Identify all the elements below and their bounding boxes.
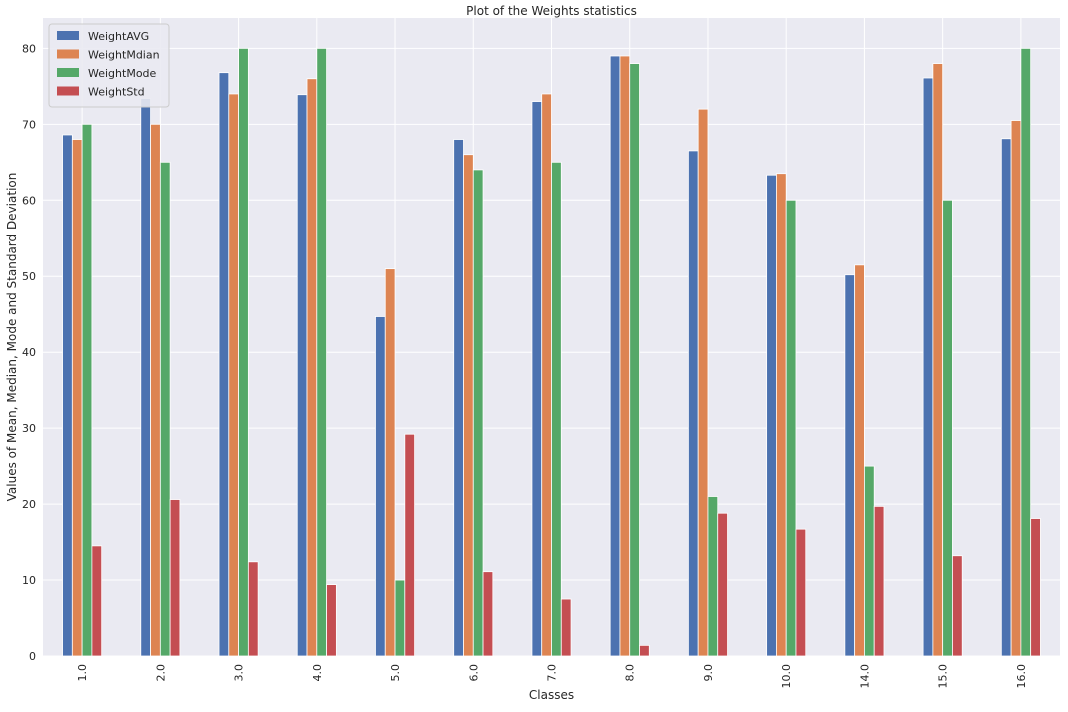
bar-weightmdian-9-0: [697, 108, 709, 657]
bar-weightmdian-14-0: [854, 264, 865, 657]
legend: WeightAVG WeightMdian WeightMode WeightStd: [48, 23, 170, 108]
legend-label: WeightAVG: [88, 30, 149, 43]
bar-weightavg-15-0: [922, 77, 934, 657]
bar-weightstd-16-0: [1030, 518, 1041, 657]
bar-weightavg-3-0: [218, 72, 230, 657]
bar-weightstd-14-0: [873, 505, 885, 657]
bar-weightstd-4-0: [326, 584, 337, 657]
x-tick-label: 2.0: [154, 664, 167, 682]
bar-weightmode-14-0: [864, 465, 875, 657]
x-tick-label: 6.0: [467, 664, 480, 682]
bar-weightmdian-15-0: [932, 63, 944, 657]
bar-weightmdian-4-0: [306, 78, 318, 657]
bar-weightavg-1-0: [62, 134, 73, 657]
bar-weightstd-3-0: [247, 561, 259, 657]
bar-weightavg-2-0: [140, 98, 151, 657]
y-tick-label: 40: [22, 346, 36, 359]
bar-weightstd-6-0: [482, 571, 494, 657]
bar-weightmode-9-0: [707, 496, 719, 657]
bar-weightavg-14-0: [844, 274, 856, 657]
bars: [62, 47, 1041, 657]
bar-weightavg-5-0: [375, 316, 386, 657]
bar-weightmode-4-0: [316, 47, 327, 657]
bar-weightmdian-5-0: [384, 268, 396, 657]
bar-weightmdian-10-0: [776, 173, 787, 657]
legend-label: WeightStd: [88, 86, 145, 99]
bar-weightmdian-16-0: [1010, 120, 1022, 657]
y-tick-label: 60: [22, 194, 36, 207]
bar-weightavg-6-0: [453, 139, 464, 657]
bar-weightstd-1-0: [91, 545, 103, 657]
legend-swatch: [57, 49, 79, 59]
x-axis-label: Classes: [529, 688, 574, 702]
x-tick-label: 5.0: [389, 664, 402, 682]
bar-weightavg-4-0: [296, 94, 308, 657]
legend-label: WeightMdian: [88, 49, 160, 62]
bar-weightstd-2-0: [169, 499, 181, 657]
bar-weightmode-6-0: [472, 169, 484, 657]
y-tick-label: 80: [22, 42, 36, 55]
bar-weightstd-8-0: [639, 644, 650, 657]
y-tick-label: 70: [22, 118, 36, 131]
y-tick-label: 50: [22, 270, 36, 283]
x-tick-label: 3.0: [233, 664, 246, 682]
bar-weightmode-7-0: [551, 161, 562, 657]
bar-weightmode-1-0: [81, 123, 93, 657]
bar-weightmdian-6-0: [463, 154, 474, 657]
bar-weightstd-15-0: [952, 555, 963, 657]
bar-weightmode-15-0: [942, 199, 953, 657]
bar-weightavg-7-0: [531, 101, 543, 657]
chart-title: Plot of the Weights statistics: [466, 4, 637, 18]
x-tick-label: 8.0: [624, 664, 637, 682]
bar-weightavg-16-0: [1000, 138, 1012, 657]
bar-weightstd-7-0: [560, 598, 572, 657]
bar-weightmode-16-0: [1020, 47, 1032, 657]
legend-swatch: [57, 68, 79, 77]
bar-weightmode-2-0: [159, 161, 171, 657]
x-tick-label: 7.0: [546, 664, 559, 682]
bar-weightmdian-2-0: [150, 123, 161, 657]
legend-swatch: [57, 31, 79, 40]
y-tick-label: 0: [29, 650, 36, 663]
x-tick-label: 9.0: [702, 664, 715, 682]
x-tick-label: 16.0: [1015, 664, 1028, 689]
x-tick-label: 14.0: [858, 664, 871, 689]
x-tick-label: 10.0: [780, 664, 793, 689]
bar-weightstd-5-0: [404, 433, 415, 657]
legend-box: [48, 23, 170, 108]
legend-swatch: [57, 86, 79, 96]
bar-weightmdian-3-0: [228, 93, 239, 657]
bar-weightavg-10-0: [766, 174, 777, 657]
bar-weightstd-9-0: [717, 512, 728, 657]
y-tick-label: 20: [22, 498, 36, 511]
bar-weightstd-10-0: [795, 528, 807, 657]
bar-weightmode-10-0: [785, 199, 797, 657]
bar-weightavg-9-0: [688, 150, 699, 657]
bar-weightmdian-8-0: [619, 55, 631, 657]
bar-weightmode-5-0: [394, 579, 406, 657]
x-tick-label: 1.0: [76, 664, 89, 682]
y-tick-label: 10: [22, 574, 36, 587]
x-tick-label: 15.0: [937, 664, 950, 689]
y-tick-label: 30: [22, 422, 36, 435]
y-axis-label: Values of Mean, Median, Mode and Standar…: [5, 173, 19, 502]
axes: 0 10 20 30 40 50 60 70 80 1.0 2.0 3.0 4.0 5.0 6.0 7.0 8.…: [22, 42, 1028, 688]
legend-label: WeightMode: [88, 67, 157, 80]
bar-weightmdian-7-0: [541, 93, 552, 657]
bar-weightmdian-1-0: [71, 139, 83, 657]
x-tick-label: 4.0: [311, 664, 324, 682]
bar-weightmode-3-0: [238, 47, 249, 657]
bar-weightmode-8-0: [629, 63, 640, 657]
bar-weightavg-8-0: [609, 55, 621, 657]
